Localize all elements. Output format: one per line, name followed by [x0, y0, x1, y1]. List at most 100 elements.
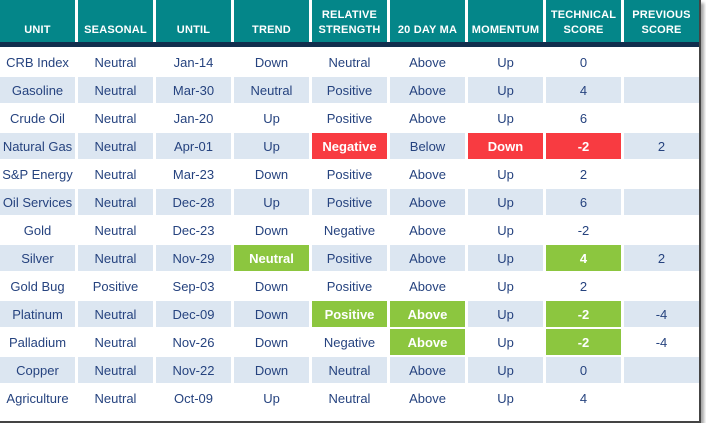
cell-previous-score — [624, 357, 699, 383]
cell-technical-score: 2 — [546, 161, 621, 187]
cell-unit: Crude Oil — [0, 105, 75, 131]
column-header-relative-strength: RELATIVE STRENGTH — [312, 0, 387, 42]
cell-until: Mar-23 — [156, 161, 231, 187]
cell-trend: Down — [234, 357, 309, 383]
column-header-seasonal: SEASONAL — [78, 0, 153, 42]
cell-until: Sep-03 — [156, 273, 231, 299]
cell-unit: Platinum — [0, 301, 75, 327]
cell-seasonal: Neutral — [78, 357, 153, 383]
cell-relative-strength: Positive — [312, 77, 387, 103]
cell-until: Mar-30 — [156, 77, 231, 103]
cell-20-day-ma: Above — [390, 105, 465, 131]
cell-until: Jan-14 — [156, 49, 231, 75]
cell-momentum: Up — [468, 329, 543, 355]
cell-seasonal: Neutral — [78, 245, 153, 271]
cell-relative-strength: Negative — [312, 133, 387, 159]
cell-previous-score: 2 — [624, 245, 699, 271]
cell-technical-score: 6 — [546, 189, 621, 215]
cell-trend: Down — [234, 329, 309, 355]
cell-until: Apr-01 — [156, 133, 231, 159]
column-header-previous-score: PREVIOUS SCORE — [624, 0, 699, 42]
cell-technical-score: 6 — [546, 105, 621, 131]
cell-until: Oct-09 — [156, 385, 231, 411]
cell-unit: Palladium — [0, 329, 75, 355]
header-separator-bar — [0, 42, 699, 47]
cell-unit: Gasoline — [0, 77, 75, 103]
cell-20-day-ma: Above — [390, 301, 465, 327]
cell-relative-strength: Negative — [312, 217, 387, 243]
cell-previous-score — [624, 49, 699, 75]
cell-relative-strength: Neutral — [312, 49, 387, 75]
cell-20-day-ma: Above — [390, 49, 465, 75]
cell-until: Nov-29 — [156, 245, 231, 271]
cell-seasonal: Neutral — [78, 105, 153, 131]
column-header-trend: TREND — [234, 0, 309, 42]
cell-technical-score: 0 — [546, 357, 621, 383]
cell-seasonal: Neutral — [78, 217, 153, 243]
cell-technical-score: 4 — [546, 245, 621, 271]
cell-until: Nov-22 — [156, 357, 231, 383]
cell-momentum: Up — [468, 301, 543, 327]
cell-unit: Oil Services — [0, 189, 75, 215]
cell-until: Dec-09 — [156, 301, 231, 327]
cell-seasonal: Neutral — [78, 385, 153, 411]
column-header-20-day-ma: 20 DAY MA — [390, 0, 465, 42]
cell-relative-strength: Positive — [312, 301, 387, 327]
cell-trend: Up — [234, 189, 309, 215]
cell-trend: Down — [234, 301, 309, 327]
cell-technical-score: -2 — [546, 301, 621, 327]
cell-unit: Silver — [0, 245, 75, 271]
cell-trend: Down — [234, 217, 309, 243]
cell-technical-score: 0 — [546, 49, 621, 75]
cell-momentum: Up — [468, 161, 543, 187]
cell-momentum: Up — [468, 245, 543, 271]
cell-trend: Up — [234, 133, 309, 159]
cell-previous-score: 2 — [624, 133, 699, 159]
cell-20-day-ma: Above — [390, 161, 465, 187]
cell-unit: Agriculture — [0, 385, 75, 411]
cell-technical-score: 4 — [546, 77, 621, 103]
cell-previous-score — [624, 217, 699, 243]
cell-20-day-ma: Above — [390, 385, 465, 411]
column-header-momentum: MOMENTUM — [468, 0, 543, 42]
cell-20-day-ma: Above — [390, 273, 465, 299]
cell-until: Nov-26 — [156, 329, 231, 355]
cell-unit: Copper — [0, 357, 75, 383]
cell-relative-strength: Positive — [312, 245, 387, 271]
cell-relative-strength: Neutral — [312, 357, 387, 383]
cell-20-day-ma: Below — [390, 133, 465, 159]
cell-previous-score: -4 — [624, 329, 699, 355]
cell-relative-strength: Positive — [312, 273, 387, 299]
cell-seasonal: Neutral — [78, 329, 153, 355]
cell-seasonal: Neutral — [78, 189, 153, 215]
cell-previous-score: -4 — [624, 301, 699, 327]
cell-seasonal: Neutral — [78, 133, 153, 159]
table-header-row: UNIT SEASONAL UNTIL TREND RELATIVE STREN… — [0, 0, 699, 42]
cell-trend: Down — [234, 49, 309, 75]
cell-20-day-ma: Above — [390, 77, 465, 103]
cell-20-day-ma: Above — [390, 245, 465, 271]
table-body: CRB Index Neutral Jan-14 Down Neutral Above Up… — [0, 47, 699, 421]
cell-seasonal: Neutral — [78, 161, 153, 187]
column-header-technical-score: TECHNICAL SCORE — [546, 0, 621, 42]
cell-momentum: Up — [468, 77, 543, 103]
cell-technical-score: -2 — [546, 217, 621, 243]
cell-previous-score — [624, 385, 699, 411]
cell-technical-score: -2 — [546, 133, 621, 159]
cell-trend: Up — [234, 105, 309, 131]
cell-momentum: Down — [468, 133, 543, 159]
column-header-unit: UNIT — [0, 0, 75, 42]
cell-momentum: Up — [468, 217, 543, 243]
cell-technical-score: -2 — [546, 329, 621, 355]
cell-relative-strength: Negative — [312, 329, 387, 355]
cell-trend: Neutral — [234, 77, 309, 103]
cell-unit: CRB Index — [0, 49, 75, 75]
cell-relative-strength: Positive — [312, 105, 387, 131]
cell-trend: Down — [234, 161, 309, 187]
cell-relative-strength: Positive — [312, 189, 387, 215]
cell-momentum: Up — [468, 189, 543, 215]
cell-previous-score — [624, 105, 699, 131]
cell-relative-strength: Positive — [312, 161, 387, 187]
cell-seasonal: Positive — [78, 273, 153, 299]
cell-momentum: Up — [468, 357, 543, 383]
